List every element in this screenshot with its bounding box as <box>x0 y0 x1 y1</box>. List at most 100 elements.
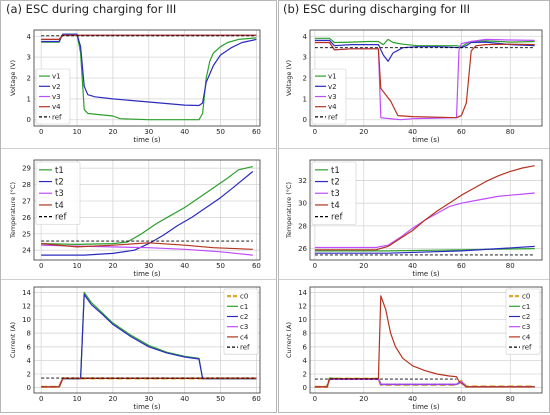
x-tick-label: 40 <box>408 395 417 403</box>
x-tick-label: 50 <box>216 128 225 136</box>
series-group <box>314 165 535 256</box>
x-tick-label: 50 <box>216 395 225 403</box>
x-tick-label: 20 <box>108 262 117 270</box>
series-group <box>41 291 257 389</box>
x-tick-label: 60 <box>252 395 261 403</box>
y-tick-label: 30 <box>298 200 307 208</box>
plot-area <box>34 287 260 393</box>
axes-frame <box>309 286 543 394</box>
y-tick-label: 26 <box>298 245 307 253</box>
legend-label-c3: c3 <box>522 323 530 331</box>
x-tick-label: 30 <box>144 395 153 403</box>
legend-label-ref: ref <box>522 344 532 352</box>
series-group <box>41 166 254 256</box>
chart-a-voltage: 0 10 20 30 40 50 60 0 1 2 3 4 time (s) Voltage (V) v1 v… <box>9 29 261 144</box>
y-tick-label: 25 <box>22 230 31 238</box>
y-tick-label: 26 <box>22 214 31 222</box>
x-tick-label: 80 <box>506 395 515 403</box>
axes-frame <box>33 29 261 127</box>
x-tick-label: 60 <box>457 395 466 403</box>
legend-label-c1: c1 <box>522 303 530 311</box>
y-tick-label: 2 <box>303 75 307 83</box>
legend-label-v1: v1 <box>328 73 337 81</box>
y-tick-label: 1 <box>27 95 31 103</box>
x-tick-label: 20 <box>359 395 368 403</box>
legend <box>35 68 71 125</box>
series-line-t4 <box>41 242 253 250</box>
legend-label-t4: t4 <box>331 201 340 211</box>
x-tick-label: 10 <box>73 395 82 403</box>
x-axis-label: time (s) <box>133 403 160 411</box>
x-tick-label: 60 <box>457 262 466 270</box>
legend-label-c4: c4 <box>522 333 531 341</box>
x-tick-label: 20 <box>359 262 368 270</box>
x-tick-label: 20 <box>359 128 368 136</box>
legend-label-v3: v3 <box>328 93 337 101</box>
y-tick-label: 3 <box>303 54 307 62</box>
x-tick-label: 10 <box>73 128 82 136</box>
legend <box>223 288 259 355</box>
legend-label-c2: c2 <box>522 313 530 321</box>
x-axis-label: time (s) <box>412 136 439 144</box>
axes-frame <box>309 159 543 261</box>
legend-label-c1: c1 <box>240 303 248 311</box>
legend-label-v4: v4 <box>328 103 337 111</box>
legend-label-c4: c4 <box>240 333 249 341</box>
x-axis-label: time (s) <box>133 270 160 278</box>
y-tick-label: 4 <box>27 357 32 365</box>
series-line-t4 <box>314 165 535 251</box>
x-axis-label: time (s) <box>412 403 439 411</box>
row-divider <box>279 279 549 280</box>
y-axis-label: Voltage (V) <box>9 60 17 96</box>
y-tick-label: 28 <box>22 181 31 189</box>
y-tick-label: 8 <box>303 330 307 338</box>
x-tick-label: 0 <box>313 128 317 136</box>
x-tick-label: 0 <box>39 262 43 270</box>
row-divider <box>1 148 276 149</box>
x-tick-label: 60 <box>252 128 261 136</box>
legend-label-v2: v2 <box>52 83 61 91</box>
legend-label-c0: c0 <box>240 293 248 301</box>
y-tick-label: 4 <box>303 357 308 365</box>
y-tick-label: 0 <box>27 116 31 124</box>
y-tick-label: 24 <box>22 247 31 255</box>
legend-label-t1: t1 <box>331 166 340 176</box>
legend-label-ref: ref <box>240 344 250 352</box>
y-axis-label: Current (A) <box>285 322 293 358</box>
legend <box>35 161 81 225</box>
y-tick-label: 4 <box>27 33 32 41</box>
y-tick-label: 28 <box>298 222 307 230</box>
plot-area <box>310 287 542 393</box>
legend-label-v1: v1 <box>52 73 61 81</box>
row-divider <box>279 148 549 149</box>
x-tick-label: 40 <box>180 395 189 403</box>
y-tick-label: 2 <box>303 370 307 378</box>
y-tick-label: 14 <box>298 289 307 297</box>
legend-label-ref: ref <box>52 113 62 121</box>
legend-label-ref: ref <box>55 213 68 223</box>
legend <box>311 161 357 225</box>
y-axis-label: Temperature (°C) <box>9 182 17 239</box>
series-line-t3 <box>41 244 253 256</box>
legend-label-v4: v4 <box>52 103 61 111</box>
legend-label-v3: v3 <box>52 93 61 101</box>
y-tick-label: 8 <box>27 330 31 338</box>
legend-label-t1: t1 <box>55 166 64 176</box>
y-tick-label: 14 <box>22 289 31 297</box>
x-tick-label: 20 <box>108 395 117 403</box>
legend-label-t4: t4 <box>55 201 64 211</box>
y-tick-label: 1 <box>303 95 307 103</box>
series-line-v2 <box>314 39 535 62</box>
x-tick-label: 20 <box>108 128 117 136</box>
chart-b-voltage: 0 20 40 60 80 0 1 2 3 4 time (s) Voltage (V) v1 v2 v3 v… <box>285 29 543 144</box>
legend-label-c2: c2 <box>240 313 248 321</box>
x-axis-label: time (s) <box>412 270 439 278</box>
y-axis-label: Current (A) <box>9 322 17 358</box>
legend-label-ref: ref <box>328 113 338 121</box>
x-tick-label: 30 <box>144 262 153 270</box>
legend-label-c3: c3 <box>240 323 248 331</box>
series-line-t2 <box>314 245 535 254</box>
series-line-v4 <box>314 41 535 119</box>
legend-label-c0: c0 <box>522 293 530 301</box>
